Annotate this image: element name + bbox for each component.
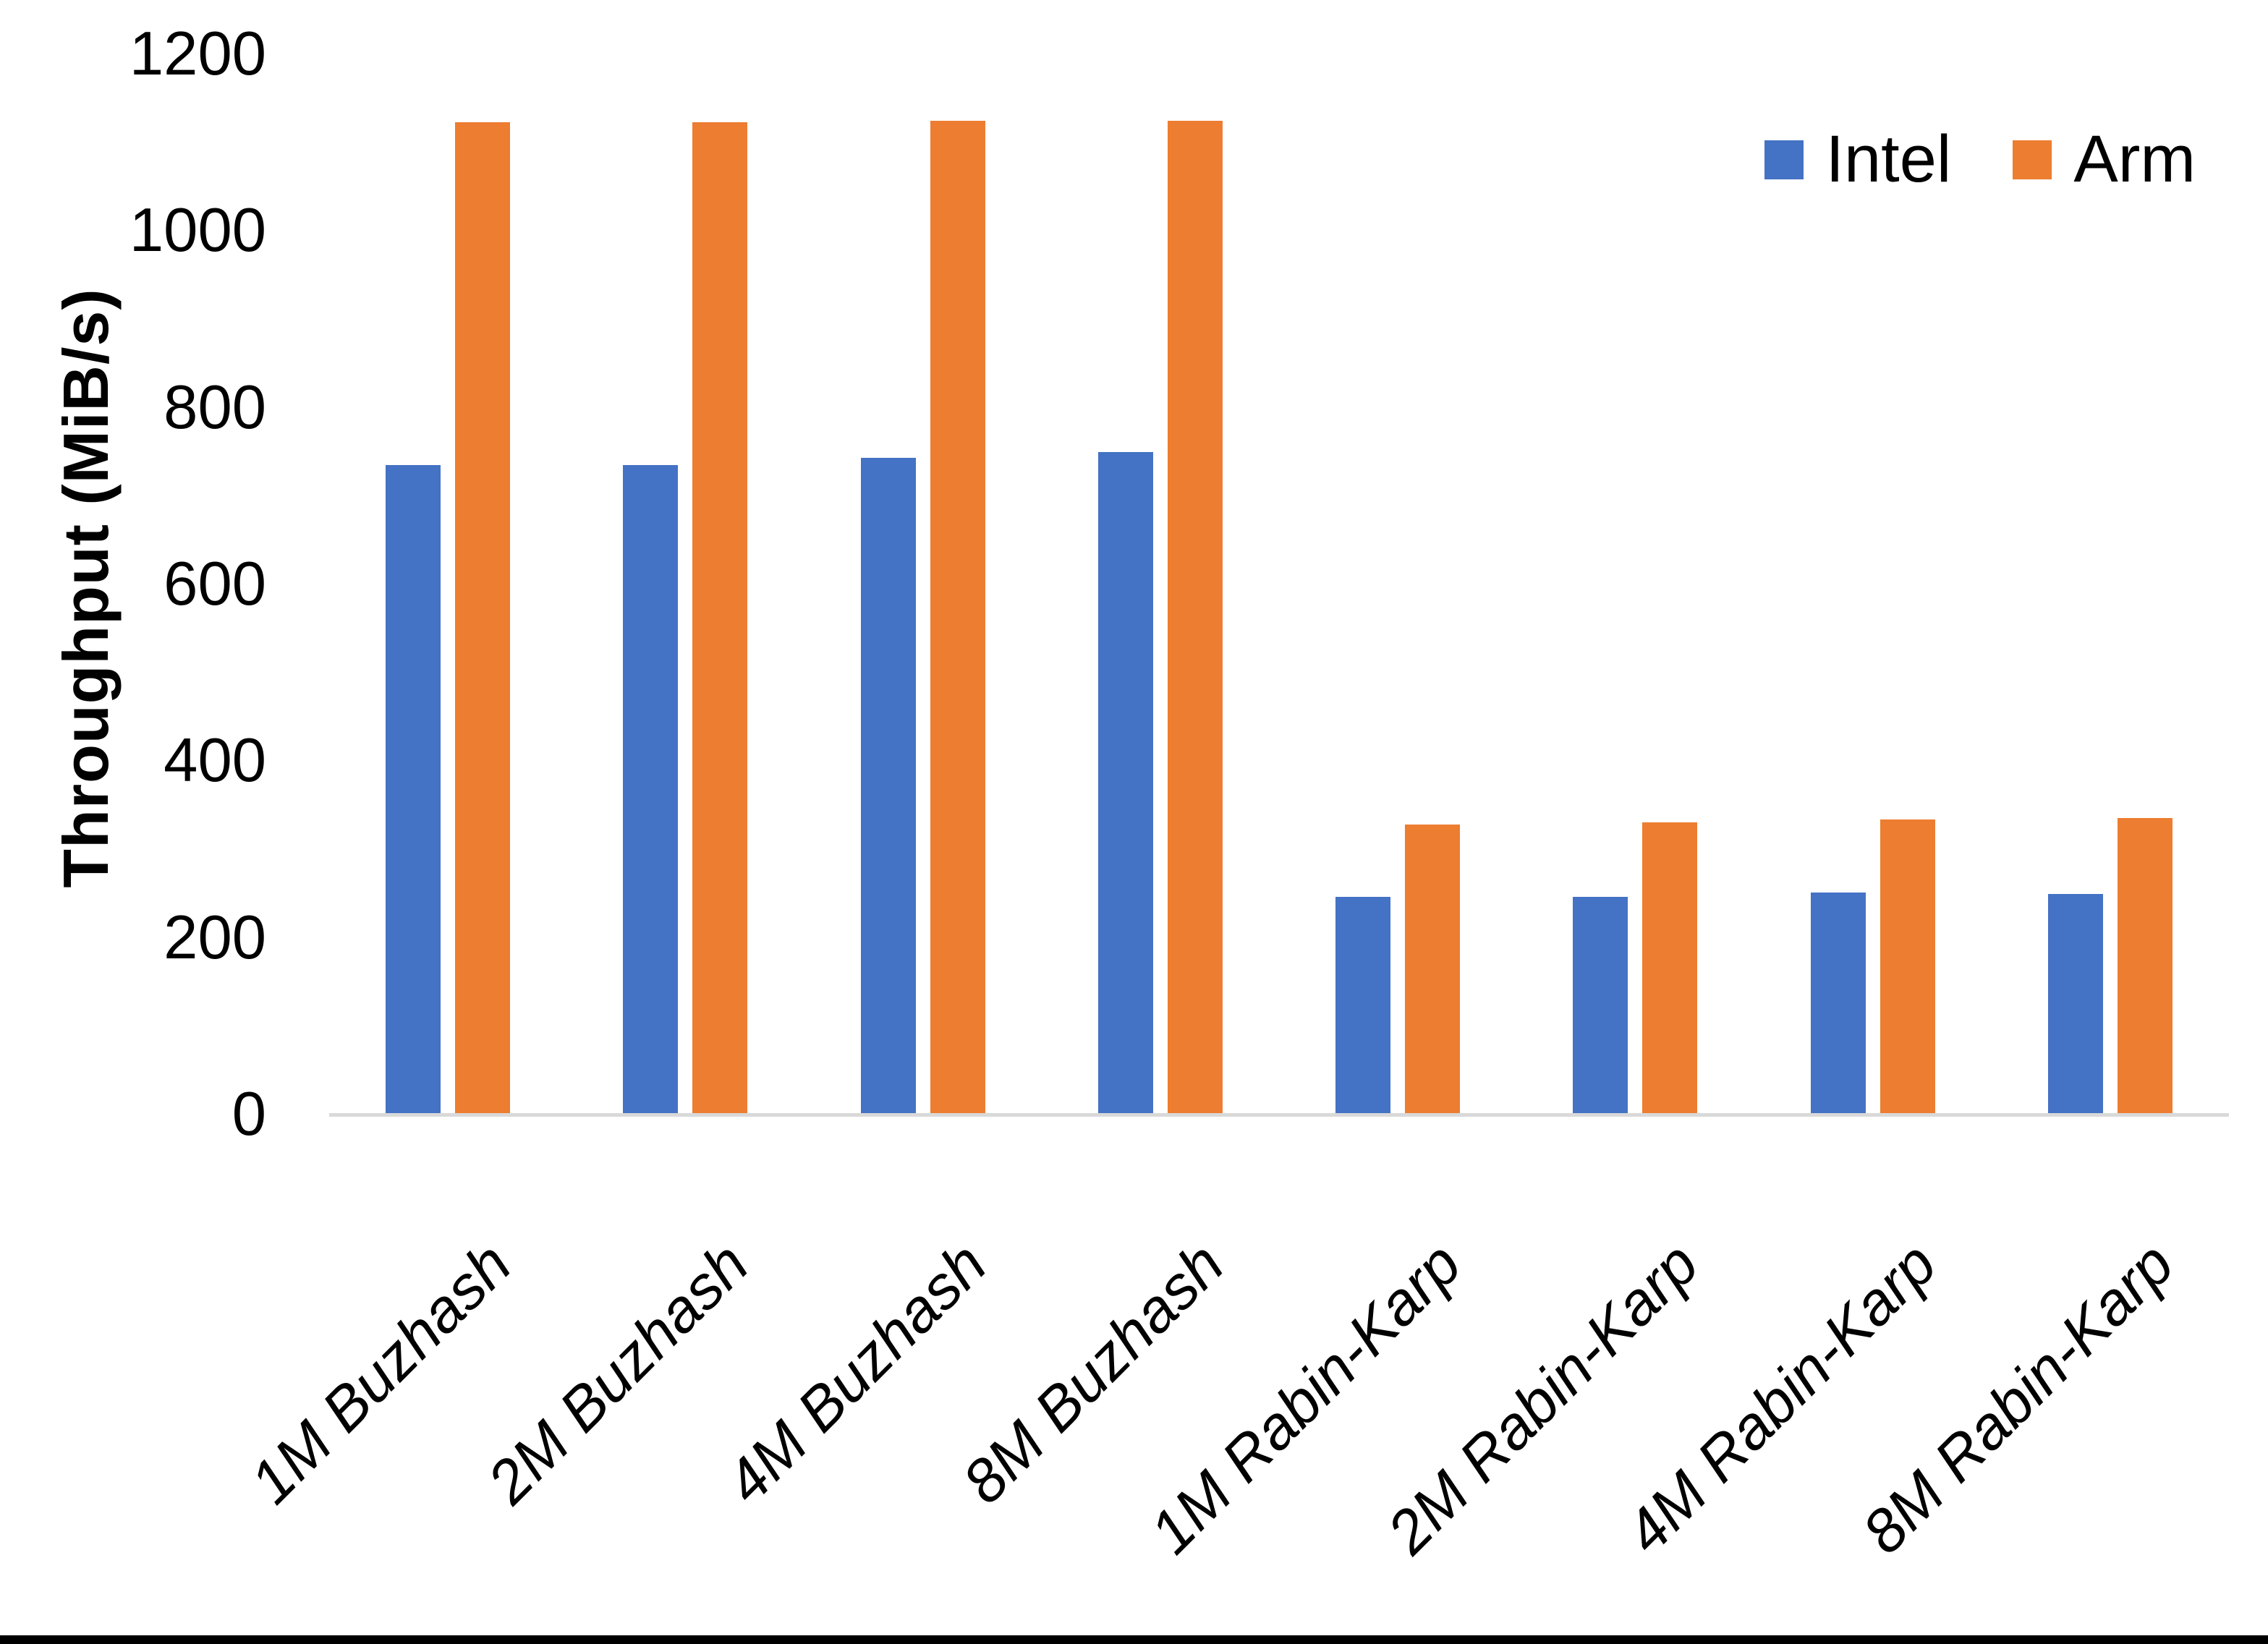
legend-label: Intel: [1825, 122, 1952, 196]
bar-intel-2m-buzhash: [623, 465, 679, 1115]
plot-area: [329, 54, 2229, 1115]
bar-intel-8m-buzhash: [1097, 451, 1153, 1115]
legend: Intel Arm: [1764, 122, 2196, 197]
x-axis-line: [329, 1113, 2229, 1117]
bar-intel-4m-buzhash: [860, 458, 916, 1115]
y-tick-label: 400: [163, 726, 266, 796]
legend-item-arm: Arm: [2013, 122, 2196, 197]
y-tick-label: 200: [163, 903, 266, 972]
bar-arm-2m-rabin-karp: [1642, 822, 1698, 1115]
bar-intel-4m-rabin-karp: [1810, 893, 1866, 1115]
y-tick-label: 0: [232, 1080, 266, 1149]
bar-arm-1m-rabin-karp: [1405, 825, 1461, 1115]
y-tick-label: 600: [163, 550, 266, 618]
x-axis-labels: 1M Buzhash 2M Buzhash 4M Buzhash 8M Buzhash…: [237, 1117, 2229, 1609]
y-tick-label: 1000: [129, 196, 266, 265]
y-axis-tick-labels: 0 200 400 600 800 1000 1200: [0, 20, 266, 1149]
bar-arm-8m-buzhash: [1167, 120, 1223, 1115]
bar-intel-1m-buzhash: [386, 465, 441, 1115]
bar-intel-8m-rabin-karp: [2047, 893, 2103, 1115]
y-tick-label: 800: [163, 372, 266, 442]
bar-arm-2m-buzhash: [692, 122, 748, 1115]
y-tick-label: 1200: [129, 20, 266, 88]
bottom-border-bar: [0, 1635, 2268, 1644]
bar-arm-8m-rabin-karp: [2117, 817, 2173, 1115]
bar-arm-4m-buzhash: [930, 120, 985, 1115]
bar-intel-1m-rabin-karp: [1335, 897, 1391, 1115]
legend-swatch-arm: [2013, 140, 2052, 179]
bar-arm-1m-buzhash: [455, 122, 511, 1115]
legend-label: Arm: [2073, 122, 2196, 196]
bar-intel-2m-rabin-karp: [1573, 897, 1628, 1115]
legend-item-intel: Intel: [1764, 122, 1951, 197]
bar-arm-4m-rabin-karp: [1880, 819, 1935, 1115]
legend-swatch-intel: [1764, 140, 1804, 179]
